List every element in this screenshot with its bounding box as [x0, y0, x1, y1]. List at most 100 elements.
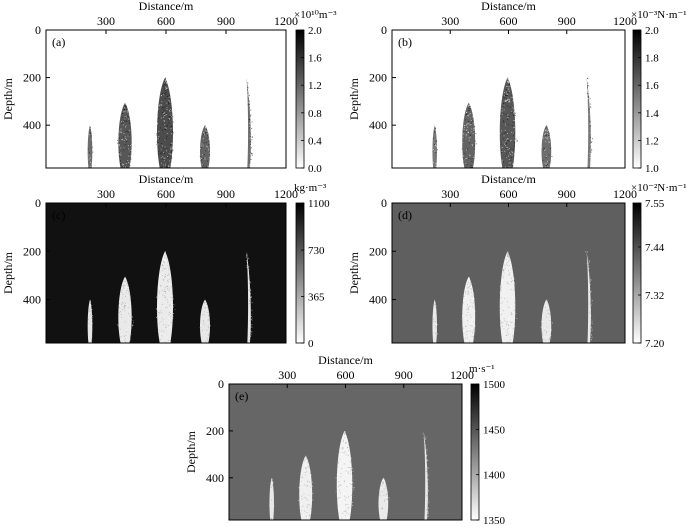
- x-tick-label: 1200: [613, 14, 637, 28]
- panel-label: (c): [52, 208, 65, 222]
- y-tick-label: 400: [369, 118, 387, 132]
- x-tick-label: 300: [97, 187, 115, 201]
- plume-2: [462, 102, 476, 168]
- plume-2-texture: [117, 102, 133, 168]
- y-tick-label: 400: [369, 293, 387, 307]
- x-tick-label: 1200: [274, 14, 298, 28]
- colorbar-tick-label: 0: [308, 338, 314, 350]
- colorbar-tick-label: 365: [308, 292, 325, 304]
- plume-layer: [87, 251, 253, 343]
- panel-c: 300 600 900 1200 0 200 400 Distance/m Depth/m (c)…: [1, 172, 330, 350]
- plume-1-texture: [432, 126, 438, 167]
- y-tick-label: 0: [35, 23, 41, 37]
- panel-label: (a): [52, 35, 65, 49]
- x-tick-label: 900: [217, 187, 235, 201]
- plume-layer: [432, 77, 593, 168]
- x-tick-label: 300: [441, 187, 459, 201]
- colorbar-tick-label: 1.0: [645, 163, 659, 175]
- panel-a: 300 600 900 1200 0 200 400 Distance/m Depth/m (a)…: [1, 0, 337, 175]
- x-tick-label: 600: [157, 14, 175, 28]
- x-tick-label: 1200: [613, 187, 637, 201]
- colorbar-tick-label: 7.55: [645, 198, 665, 210]
- plume-5-texture: [246, 80, 253, 168]
- plume-3: [336, 430, 353, 520]
- plume-3-texture: [335, 431, 355, 520]
- plume-3-texture: [499, 251, 518, 343]
- colorbar-tick-label: 1100: [308, 198, 330, 210]
- colorbar-unit: ×10¹⁰m⁻³: [294, 9, 337, 21]
- plume-5-texture: [585, 251, 593, 343]
- colorbar: [295, 202, 305, 344]
- plume-1: [269, 477, 274, 520]
- x-axis-title: Distance/m: [481, 0, 536, 13]
- plume-1-texture: [269, 478, 275, 520]
- plume-5: [586, 77, 591, 168]
- plume-layer: [87, 77, 253, 168]
- panel-b: 300 600 900 1200 0 200 400 Distance/m Depth/m (b)…: [347, 0, 687, 175]
- y-tick-label: 0: [381, 23, 387, 37]
- x-tick-label: 900: [395, 368, 413, 382]
- plume-1: [87, 299, 93, 343]
- colorbar: [632, 29, 642, 169]
- plume-5: [586, 251, 591, 343]
- y-axis-title: Depth/m: [184, 430, 198, 473]
- plume-3-texture: [155, 251, 176, 343]
- panel-label: (d): [398, 208, 412, 222]
- colorbar-tick-label: 0.4: [308, 135, 322, 147]
- y-tick-label: 0: [218, 377, 224, 391]
- plume-4: [541, 299, 552, 343]
- colorbar-tick-label: 7.20: [645, 338, 665, 350]
- plume-4-texture: [541, 125, 553, 168]
- x-tick-label: 300: [441, 14, 459, 28]
- x-axis-title: Distance/m: [139, 172, 194, 186]
- y-tick-label: 400: [206, 471, 224, 485]
- colorbar-tick-label: 0.0: [308, 163, 322, 175]
- plume-4-texture: [199, 126, 211, 168]
- plume-2-texture: [298, 456, 314, 520]
- panel-label: (e): [235, 389, 248, 403]
- x-tick-label: 600: [337, 368, 355, 382]
- x-tick-label: 1200: [450, 368, 474, 382]
- colorbar-tick-label: 1350: [483, 515, 506, 527]
- colorbar-tick-label: 7.32: [645, 290, 664, 302]
- colorbar: [632, 202, 642, 344]
- x-tick-label: 900: [217, 14, 235, 28]
- panel-e: 300 600 900 1200 0 200 400 Distance/m Depth/m (e)…: [184, 353, 506, 527]
- colorbar-tick-label: 2.0: [645, 25, 659, 37]
- colorbar-unit: ×10⁻²N·m⁻¹: [631, 182, 687, 194]
- x-tick-label: 600: [500, 187, 518, 201]
- plume-5-texture: [586, 77, 593, 168]
- colorbar-unit: m·s⁻¹: [469, 363, 495, 375]
- x-axis-title: Distance/m: [318, 353, 373, 367]
- plume-2: [118, 276, 132, 343]
- x-tick-label: 600: [500, 14, 518, 28]
- colorbar-unit: ×10⁻³N·m⁻¹: [631, 9, 687, 21]
- y-tick-label: 0: [381, 196, 387, 210]
- x-tick-label: 1200: [274, 187, 298, 201]
- plume-5: [423, 430, 428, 520]
- y-tick-label: 400: [23, 293, 41, 307]
- plume-layer: [269, 430, 430, 520]
- plume-layer: [432, 251, 593, 343]
- y-tick-label: 400: [23, 118, 41, 132]
- y-axis-title: Depth/m: [347, 77, 361, 120]
- colorbar-tick-label: 1500: [483, 379, 506, 391]
- x-axis-title: Distance/m: [139, 0, 194, 13]
- plume-1-texture: [432, 302, 438, 343]
- colorbar-tick-label: 0.8: [308, 108, 322, 120]
- y-axis-title: Depth/m: [1, 251, 15, 294]
- colorbar-unit: kg·m⁻³: [294, 182, 327, 194]
- y-tick-label: 200: [369, 244, 387, 258]
- plume-1: [432, 299, 437, 343]
- plume-4-texture: [540, 299, 553, 343]
- colorbar-tick-label: 1.6: [308, 53, 322, 65]
- x-tick-label: 300: [278, 368, 296, 382]
- plume-4: [200, 299, 210, 343]
- colorbar-tick-label: 7.44: [645, 242, 665, 254]
- plume-4: [378, 477, 389, 520]
- x-tick-label: 900: [558, 187, 576, 201]
- plume-3-texture: [499, 77, 518, 168]
- y-tick-label: 200: [369, 71, 387, 85]
